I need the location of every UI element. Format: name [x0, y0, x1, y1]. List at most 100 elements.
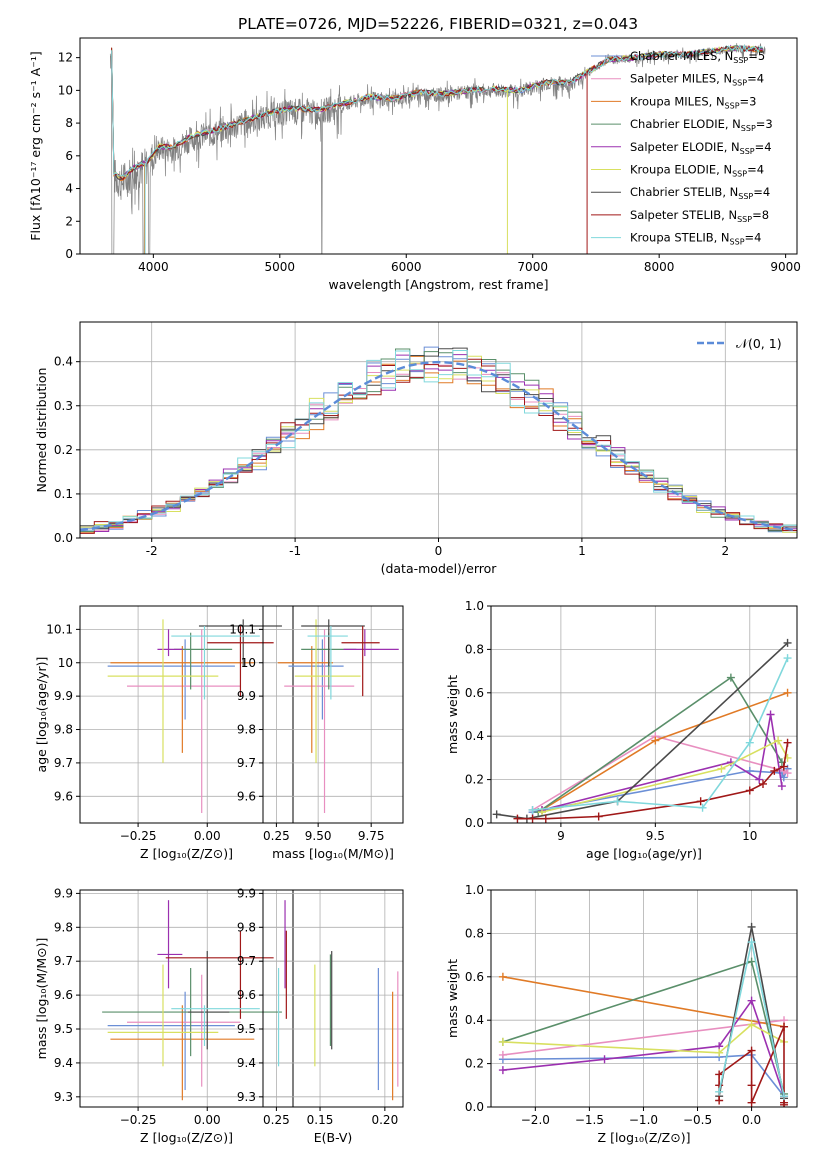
- y-tick-label: 9.8: [237, 920, 256, 934]
- mass-weight-line: [502, 1023, 785, 1054]
- data-marker: [783, 738, 792, 747]
- data-marker: [696, 797, 705, 806]
- x-tick-label: 0.20: [371, 1113, 398, 1127]
- grid-lines: [263, 606, 403, 823]
- grid-lines: [80, 606, 293, 823]
- data-marker: [780, 1022, 789, 1031]
- data-marker: [600, 1055, 609, 1064]
- legend-label: Kroupa STELIB, NSSP=4: [630, 231, 761, 247]
- y-tick-label: 0.6: [465, 686, 484, 700]
- data-marker: [594, 812, 603, 821]
- data-marker: [715, 1087, 724, 1096]
- y-tick-label: 9.7: [237, 756, 256, 770]
- grid-lines: [80, 890, 293, 1107]
- data-marker: [770, 766, 779, 775]
- legend-label: 𝒩(0, 1): [736, 336, 782, 351]
- plot-residuals: -2 -1 0 1 2 0.0 0.1 0.2 0.3 0.4 (data-model)/error…: [34, 321, 798, 576]
- axes: −0.25 0.00 0.25 9.6 9.7 9.8 9.9 10 10.1 Z [log₁₀(…: [34, 605, 294, 861]
- y-tick-label: 9.7: [54, 756, 73, 770]
- legend-subscript: SSP: [741, 124, 756, 133]
- data-marker: [528, 814, 537, 823]
- x-tick-label: −1.5: [575, 1113, 604, 1127]
- data-marker: [528, 805, 537, 814]
- y-tick-label: 9.4: [237, 1056, 256, 1070]
- x-tick-label: 6000: [391, 260, 422, 274]
- x-tick-label: -2: [146, 544, 158, 558]
- y-tick-label: 12: [58, 51, 73, 65]
- x-axis-label: (data-model)/error: [381, 561, 498, 576]
- x-tick-label: 4000: [138, 260, 169, 274]
- data-marker: [777, 782, 786, 791]
- model-spectrum-line: [111, 45, 763, 181]
- axes-frame: [490, 605, 798, 824]
- y-tick-label: 9.8: [54, 920, 73, 934]
- data-marker: [715, 1096, 724, 1105]
- plot-weight-age: 9 9.5 10 0.0 0.2 0.4 0.6 0.8 1.0 age [log₁₀(age/y…: [445, 599, 798, 861]
- data-marker: [651, 736, 660, 745]
- y-tick-label: 0: [65, 247, 73, 261]
- data-marker: [698, 803, 707, 812]
- data-marker: [747, 1081, 756, 1090]
- legend-subscript: SSP: [725, 101, 740, 110]
- data-marker: [715, 1070, 724, 1079]
- x-tick-label: 0.00: [194, 1113, 221, 1127]
- model-spectrum-line: [111, 45, 763, 180]
- axes-frame: [79, 37, 798, 255]
- y-tick-label: 9.9: [54, 689, 73, 703]
- legend-value: =4: [745, 231, 762, 245]
- axes-frame: [262, 605, 404, 824]
- x-axis-label: Z [log₁₀(Z/Z⊙)]: [598, 1130, 691, 1145]
- x-tick-label: −0.25: [120, 1113, 157, 1127]
- data-marker: [747, 996, 756, 1005]
- model-spectrum-line: [111, 45, 763, 179]
- y-tick-label: 9.6: [237, 988, 256, 1002]
- legend-value: =4: [753, 185, 770, 199]
- plot-area: [277, 900, 399, 1101]
- legend-label: Salpeter STELIB, NSSP=8: [630, 208, 769, 224]
- data-marker: [747, 938, 756, 947]
- x-tick-label: 2: [721, 544, 729, 558]
- legend-value: =4: [755, 140, 772, 154]
- model-spectrum-line: [111, 44, 763, 182]
- mass-weight-line: [541, 714, 783, 811]
- x-tick-label: 9: [557, 829, 565, 843]
- y-tick-label: 9.6: [54, 988, 73, 1002]
- legend-label: Kroupa ELODIE, NSSP=4: [630, 163, 764, 179]
- y-tick-label: 9.7: [54, 954, 73, 968]
- data-marker: [492, 810, 501, 819]
- grid-lines: [263, 890, 403, 1107]
- axes: −2.0 −1.5 −1.0 −0.5 0.0 0.0 0.2 0.4 0.6 0.8 1.0 Z […: [445, 883, 798, 1145]
- legend-value: =4: [747, 72, 764, 86]
- y-tick-label: 9.5: [54, 1022, 73, 1036]
- spectrum-legend: Chabrier MILES, NSSP=5 Salpeter MILES, NS…: [591, 49, 773, 247]
- model-spectrum-line: [111, 45, 763, 180]
- y-tick-label: 8: [65, 116, 73, 130]
- data-marker: [783, 769, 792, 778]
- x-tick-label: 0.00: [194, 829, 221, 843]
- y-tick-label: 9.4: [54, 1056, 73, 1070]
- axes: -2 -1 0 1 2 0.0 0.1 0.2 0.3 0.4 (data-model)/error…: [34, 321, 798, 576]
- legend-value: =5: [748, 49, 765, 63]
- x-axis-label: Z [log₁₀(Z/Z⊙)]: [140, 1130, 233, 1145]
- data-marker: [783, 654, 792, 663]
- axes-frame: [262, 889, 404, 1108]
- y-tick-label: 0.0: [465, 1100, 484, 1114]
- y-tick-label: 0.2: [465, 773, 484, 787]
- y-tick-label: 0.4: [465, 1013, 484, 1027]
- data-marker: [726, 673, 735, 682]
- data-marker: [747, 1046, 756, 1055]
- data-marker: [745, 786, 754, 795]
- data-marker: [717, 764, 726, 773]
- plot-area: [80, 346, 797, 534]
- x-tick-label: 0.25: [263, 1113, 290, 1127]
- x-axis-label: E(B-V): [314, 1130, 353, 1145]
- y-tick-label: 9.3: [237, 1090, 256, 1104]
- axes: −0.25 0.00 0.25 9.3 9.4 9.5 9.6 9.7 9.8 9.9 Z [log…: [34, 886, 294, 1145]
- mass-weight-line: [496, 642, 789, 820]
- data-marker: [766, 710, 775, 719]
- data-marker: [498, 972, 507, 981]
- y-tick-label: 0.4: [465, 729, 484, 743]
- x-axis-label: mass [log₁₀(M/M⊙)]: [272, 846, 394, 861]
- plot-area: [107, 619, 282, 813]
- axes-frame: [79, 321, 798, 539]
